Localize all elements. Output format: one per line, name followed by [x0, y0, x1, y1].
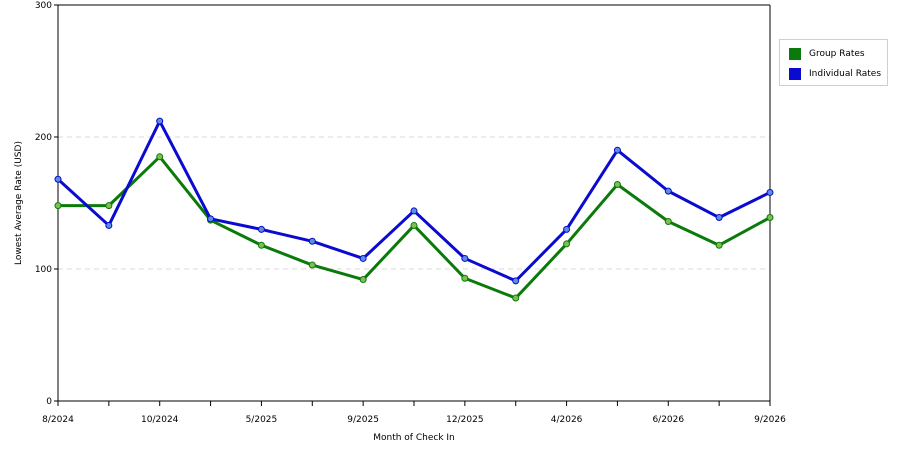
- y-tick-label: 100: [35, 265, 52, 275]
- data-point-individual-rates: [461, 254, 469, 262]
- data-point-group-rates: [308, 261, 316, 269]
- data-point-individual-rates: [308, 237, 316, 245]
- data-point-group-rates: [563, 240, 571, 248]
- data-point-individual-rates: [207, 215, 215, 223]
- legend-label-individual-rates: Individual Rates: [809, 69, 882, 79]
- data-point-group-rates: [54, 202, 62, 210]
- legend: Group Rates Individual Rates: [779, 39, 888, 86]
- data-point-individual-rates: [257, 225, 265, 233]
- x-tick-label: 4/2026: [551, 415, 583, 425]
- data-point-group-rates: [715, 241, 723, 249]
- data-point-group-rates: [461, 274, 469, 282]
- legend-swatch-group-rates: [789, 48, 801, 60]
- data-point-individual-rates: [410, 207, 418, 215]
- series-line-individual-rates: [56, 119, 771, 283]
- data-point-group-rates: [613, 181, 621, 189]
- data-point-group-rates: [257, 241, 265, 249]
- data-point-individual-rates: [156, 117, 164, 125]
- x-tick-label: 9/2026: [754, 415, 786, 425]
- data-point-group-rates: [664, 217, 672, 225]
- y-tick-label: 200: [35, 133, 52, 143]
- y-tick-label: 0: [46, 397, 52, 407]
- data-point-individual-rates: [664, 187, 672, 195]
- data-point-group-rates: [359, 276, 367, 284]
- x-tick-label: 12/2025: [446, 415, 483, 425]
- y-tick-labels: 0 100 200 300: [35, 1, 52, 407]
- axes: [54, 4, 771, 406]
- y-tick-label: 300: [35, 1, 52, 11]
- y-axis-label: Lowest Average Rate (USD): [14, 141, 24, 265]
- data-point-group-rates: [512, 294, 520, 302]
- data-point-individual-rates: [613, 146, 621, 154]
- data-point-individual-rates: [512, 277, 520, 285]
- series-lines: [54, 117, 774, 302]
- legend-label-group-rates: Group Rates: [809, 49, 865, 59]
- x-axis-label: Month of Check In: [373, 433, 455, 443]
- data-point-individual-rates: [54, 175, 62, 183]
- data-point-group-rates: [105, 202, 113, 210]
- data-point-individual-rates: [766, 188, 774, 196]
- x-tick-label: 8/2024: [42, 415, 74, 425]
- x-tick-label: 10/2024: [141, 415, 179, 425]
- x-tick-labels: 8/2024 10/2024 5/2025 9/2025 12/2025 4/2026 6/…: [42, 415, 786, 425]
- legend-item-individual-rates: Individual Rates: [789, 67, 881, 81]
- legend-swatch-individual-rates: [789, 68, 801, 80]
- data-point-individual-rates: [105, 221, 113, 229]
- data-point-individual-rates: [359, 254, 367, 262]
- x-tick-label: 9/2025: [347, 415, 379, 425]
- data-point-group-rates: [156, 153, 164, 161]
- legend-item-group-rates: Group Rates: [789, 47, 865, 61]
- grid-lines: [58, 136, 770, 270]
- data-point-group-rates: [410, 221, 418, 229]
- data-point-group-rates: [766, 214, 774, 222]
- data-point-individual-rates: [715, 214, 723, 222]
- x-tick-label: 6/2026: [652, 415, 684, 425]
- x-tick-label: 5/2025: [246, 415, 278, 425]
- data-point-individual-rates: [563, 225, 571, 233]
